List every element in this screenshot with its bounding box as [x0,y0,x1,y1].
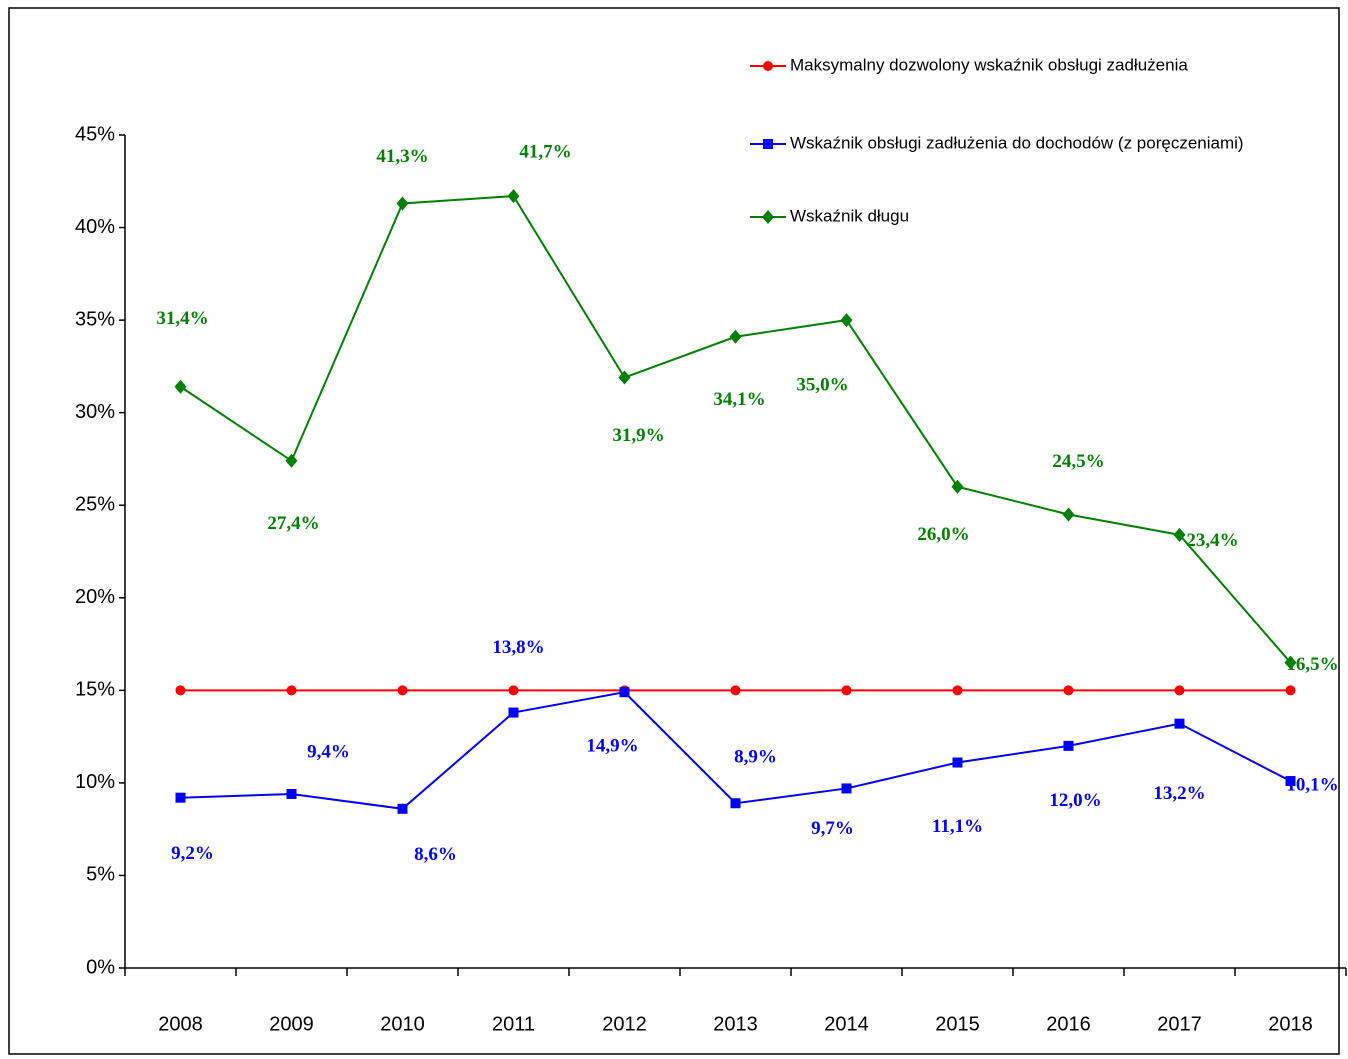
y-tick-label: 35% [75,308,115,330]
data-point [840,313,853,328]
data-label: 31,4% [156,308,208,329]
data-point [1174,685,1185,696]
legend-label: Wskaźnik obsługi zadłużenia do dochodów … [790,133,1244,152]
data-point [841,783,852,794]
data-label: 10,1% [1286,774,1338,795]
data-label: 14,9% [586,736,638,757]
chart-border [8,7,1340,1055]
data-point [1174,718,1185,729]
x-tick-label: 2017 [1157,1013,1202,1035]
y-tick-label: 25% [75,494,115,516]
series-line [179,195,1292,664]
data-point [1063,685,1074,696]
data-point [286,788,297,799]
x-tick-label: 2013 [713,1013,758,1035]
legend-label: Maksymalny dozwolony wskaźnik obsługi za… [790,55,1188,74]
y-tick-label: 40% [75,216,115,238]
data-label: 27,4% [267,513,319,534]
data-point [729,329,742,344]
data-point [951,479,964,494]
y-tick-label: 45% [75,123,115,145]
x-tick-label: 2011 [492,1013,535,1035]
x-tick-label: 2010 [380,1013,425,1035]
legend-marker [762,210,774,224]
y-tick-label: 30% [75,401,115,423]
data-point [286,685,297,696]
data-label: 9,7% [811,818,854,839]
data-label: 41,7% [519,141,571,162]
data-label: 31,9% [612,425,664,446]
data-label: 24,5% [1052,451,1104,472]
data-point [507,189,520,204]
data-label: 13,8% [492,637,544,658]
data-point [1284,655,1297,670]
data-point [285,453,298,468]
data-label: 34,1% [713,389,765,410]
y-tick-label: 5% [86,864,115,886]
data-point [508,685,519,696]
data-point [175,685,186,696]
y-tick-label: 15% [75,679,115,701]
data-point [175,792,186,803]
data-label: 41,3% [376,146,428,167]
data-label: 8,9% [734,747,777,768]
data-point [1062,507,1075,522]
data-point [174,379,187,394]
data-label: 9,4% [307,741,350,762]
data-label: 23,4% [1186,530,1238,551]
x-tick-label: 2009 [269,1013,314,1035]
data-point [397,685,408,696]
data-label: 13,2% [1153,783,1205,804]
x-tick-label: 2016 [1046,1013,1091,1035]
x-tick-label: 2008 [158,1013,203,1035]
legend-label: Wskaźnik długu [790,206,909,225]
data-point [1173,527,1186,542]
data-label: 11,1% [932,816,983,837]
data-point [1285,685,1296,696]
legend-marker [763,139,773,149]
data-label: 9,2% [171,843,214,864]
data-point [1285,776,1296,787]
data-point [397,803,408,814]
data-label: 12,0% [1049,790,1101,811]
data-point [396,196,409,211]
data-point [730,685,741,696]
data-point [730,798,741,809]
data-label: 16,5% [1286,654,1338,675]
data-point [508,707,519,718]
data-point [952,685,963,696]
x-tick-label: 2014 [824,1013,869,1035]
y-tick-label: 20% [75,586,115,608]
x-tick-label: 2015 [935,1013,980,1035]
x-tick-label: 2018 [1268,1013,1313,1035]
data-label: 35,0% [796,374,848,395]
x-tick-label: 2012 [602,1013,647,1035]
data-point [619,687,630,698]
data-point [1063,740,1074,751]
data-label: 8,6% [414,844,457,865]
legend-marker [763,61,773,71]
data-point [952,757,963,768]
data-label: 26,0% [917,524,969,545]
data-point [618,370,631,385]
y-tick-label: 10% [75,771,115,793]
y-tick-label: 0% [86,956,115,978]
data-point [841,685,852,696]
